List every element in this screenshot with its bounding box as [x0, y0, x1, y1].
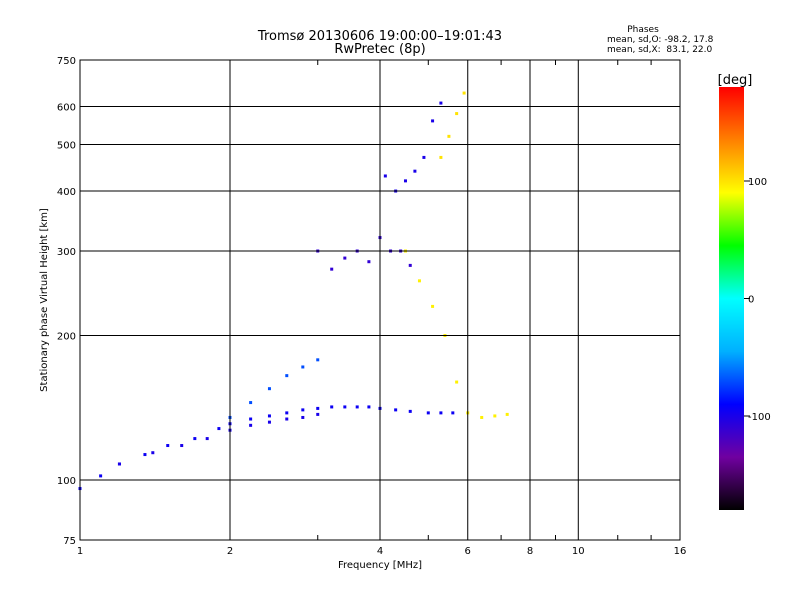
stats-line-x: mean, sd,X: 83.1, 22.0	[607, 45, 713, 55]
data-point	[301, 415, 305, 419]
data-points	[78, 91, 509, 491]
data-point	[408, 263, 412, 267]
colorbar-gradient	[719, 87, 744, 510]
colorbar-tick-label: -100	[748, 412, 771, 423]
x-tick-label: 6	[465, 546, 471, 557]
data-point	[316, 412, 320, 416]
data-point	[505, 412, 509, 416]
data-point	[285, 417, 289, 421]
chart-title: Tromsø 20130606 19:00:00–19:01:43	[257, 29, 502, 44]
data-point	[455, 112, 459, 116]
data-point	[343, 256, 347, 260]
data-point	[431, 304, 435, 308]
data-point	[180, 444, 184, 448]
data-point	[249, 423, 253, 427]
data-point	[285, 411, 289, 415]
data-point	[383, 174, 387, 178]
x-tick-label: 16	[674, 546, 687, 557]
y-tick-label: 100	[57, 476, 76, 487]
data-point	[462, 91, 466, 95]
colorbar: [deg] 100 0 -100	[718, 73, 771, 510]
x-tick-label: 4	[377, 546, 383, 557]
data-point	[330, 267, 334, 271]
x-tick-label: 10	[572, 546, 585, 557]
data-point	[205, 437, 209, 441]
chart-subtitle: RwPretec (8p)	[334, 42, 425, 57]
y-tick-label: 600	[57, 103, 76, 114]
data-point	[193, 437, 197, 441]
colorbar-tick-label: 0	[748, 295, 754, 306]
data-point	[447, 134, 451, 138]
data-point	[117, 462, 121, 466]
data-point	[394, 408, 398, 412]
data-point	[343, 405, 347, 409]
x-tick-label: 2	[227, 546, 233, 557]
data-point	[301, 408, 305, 412]
data-point	[439, 411, 443, 415]
data-point	[151, 451, 155, 455]
data-point	[422, 155, 426, 159]
y-tick-label: 750	[57, 56, 76, 67]
data-point	[267, 387, 271, 391]
data-point	[493, 414, 497, 418]
data-point	[166, 444, 170, 448]
data-point	[285, 374, 289, 378]
x-axis-label: Frequency [MHz]	[338, 560, 422, 571]
plot-frame	[79, 59, 681, 541]
x-ticks: 1 2 4 6 8 10 16	[77, 60, 687, 557]
x-tick-label: 1	[77, 546, 83, 557]
data-point	[408, 409, 412, 413]
data-point	[367, 405, 371, 409]
data-point	[439, 155, 443, 159]
y-tick-label: 500	[57, 141, 76, 152]
data-point	[455, 380, 459, 384]
colorbar-tick-label: 100	[748, 177, 767, 188]
grid-lines	[80, 60, 680, 540]
data-point	[439, 101, 443, 105]
colorbar-label: [deg]	[718, 73, 753, 88]
stats-line-o: mean, sd,O: -98.2, 17.8	[607, 35, 714, 45]
data-point	[417, 279, 421, 283]
y-ticks: 75 100 200 300 400 500 600 750	[57, 56, 76, 547]
data-point	[301, 365, 305, 369]
data-point	[431, 119, 435, 123]
y-tick-label: 300	[57, 247, 76, 258]
data-point	[480, 415, 484, 419]
y-tick-label: 75	[63, 536, 76, 547]
y-axis-label: Stationary phase Virtual Height [km]	[39, 208, 50, 392]
data-point	[143, 453, 147, 457]
stats-heading: Phases	[627, 25, 659, 35]
colorbar-ticks: 100 0 -100	[744, 177, 771, 423]
data-point	[330, 405, 334, 409]
y-tick-label: 200	[57, 332, 76, 343]
data-point	[403, 179, 407, 183]
data-point	[367, 260, 371, 264]
y-tick-label: 400	[57, 187, 76, 198]
data-point	[451, 411, 455, 415]
x-tick-label: 8	[527, 546, 533, 557]
data-point	[99, 474, 103, 478]
data-point	[316, 358, 320, 362]
data-point	[267, 414, 271, 418]
data-point	[316, 406, 320, 410]
data-point	[217, 427, 221, 431]
data-point	[413, 169, 417, 173]
data-point	[426, 411, 430, 415]
data-point	[249, 401, 253, 405]
data-point	[267, 420, 271, 424]
data-point	[355, 405, 359, 409]
data-point	[249, 417, 253, 421]
plot-area: 1 2 4 6 8 10 16 75 100 200 300 400 500 600 750	[57, 56, 686, 557]
